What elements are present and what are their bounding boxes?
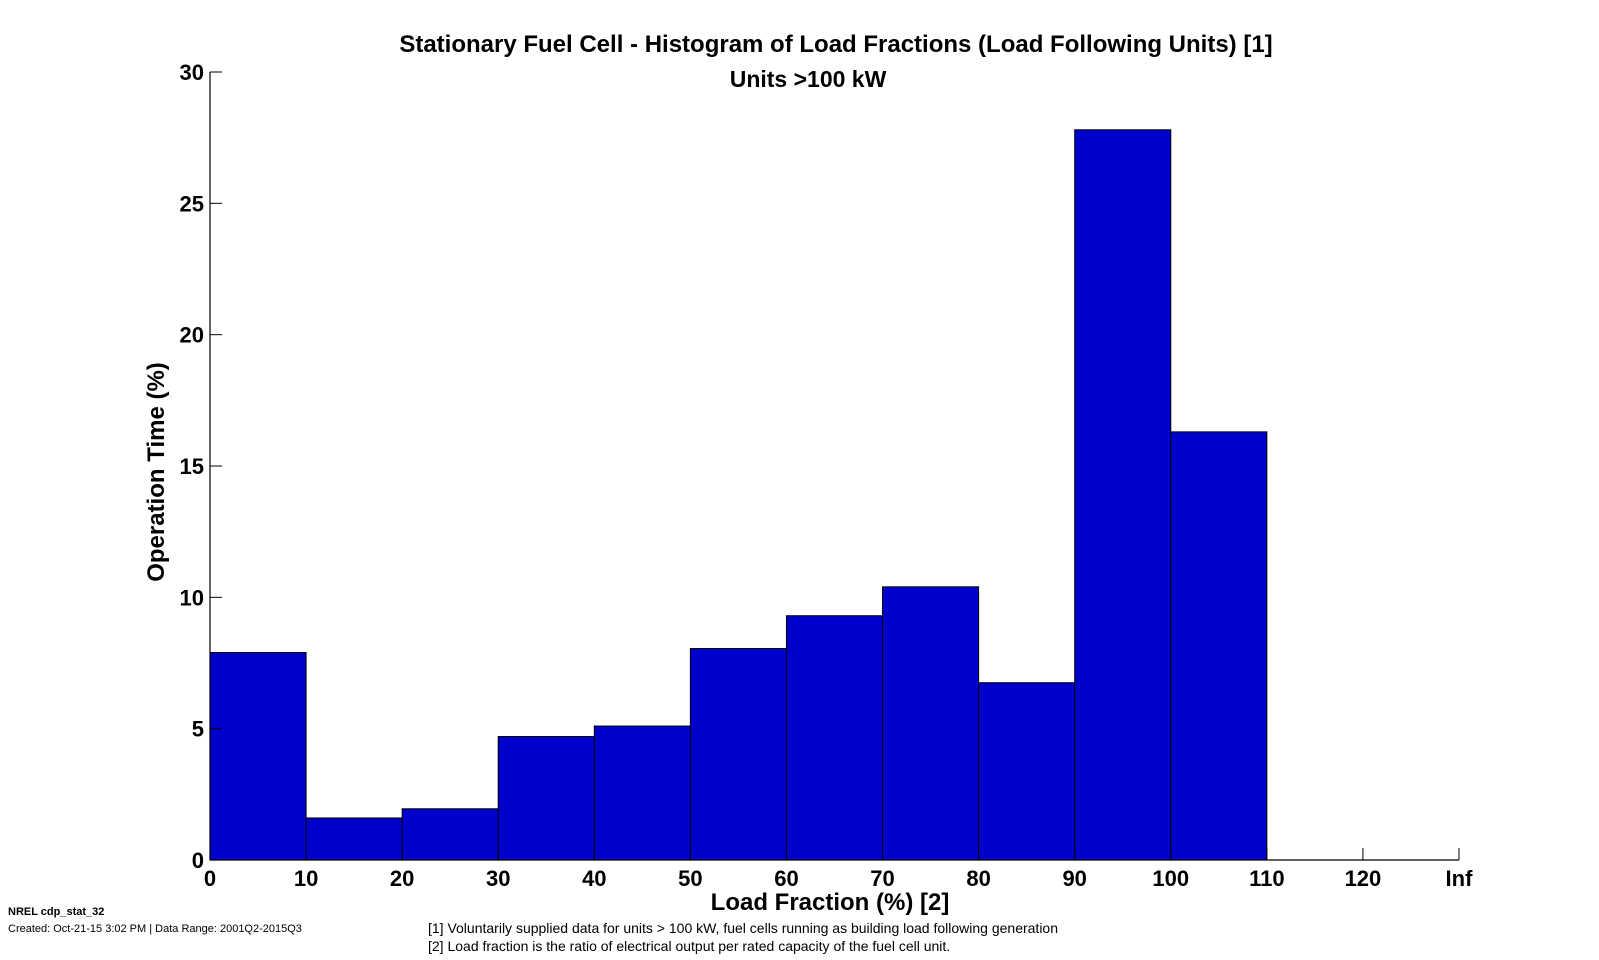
histogram-bar-10 [1170, 431, 1268, 861]
figure-id: NREL cdp_stat_32 [8, 906, 105, 918]
bars-layer [209, 129, 1268, 861]
footnote-1: [1] Voluntarily supplied data for units … [428, 920, 1059, 936]
x-tick-label-12: 120 [1345, 866, 1382, 891]
x-tick-label-13: Inf [1446, 866, 1474, 891]
x-tick-label-11: 110 [1249, 866, 1285, 891]
x-tick-label-6: 60 [774, 866, 798, 891]
chart-title: Stationary Fuel Cell - Histogram of Load… [399, 31, 1272, 58]
x-tick-label-2: 20 [390, 866, 414, 891]
x-tick-label-1: 10 [294, 866, 318, 891]
x-tick-label-4: 40 [582, 866, 606, 891]
histogram-bar-7 [882, 586, 980, 861]
x-tick-label-8: 80 [966, 866, 990, 891]
histogram-bar-9 [1074, 129, 1172, 861]
axes-layer: 0 10 20 30 40 50 60 70 80 90 100 110 120 Inf 0 5 10 15 20 2… [180, 60, 1474, 891]
histogram-bar-0 [209, 651, 307, 861]
y-tick-label-3: 15 [180, 454, 204, 479]
created-info: Created: Oct-21-15 3:02 PM | Data Range:… [8, 923, 302, 935]
chart-subtitle: Units >100 kW [730, 66, 887, 92]
histogram-bar-8 [978, 682, 1076, 861]
y-axis-label: Operation Time (%) [143, 362, 170, 582]
footnote-2: [2] Load fraction is the ratio of electr… [428, 938, 951, 954]
y-tick-label-6: 30 [180, 60, 204, 85]
x-axis-label: Load Fraction (%) [2] [711, 889, 950, 916]
histogram-bar-3 [497, 736, 595, 861]
y-tick-label-0: 0 [192, 848, 204, 873]
y-tick-label-1: 5 [192, 717, 204, 742]
histogram-bar-5 [689, 648, 787, 861]
x-tick-label-7: 70 [870, 866, 894, 891]
x-tick-label-0: 0 [204, 866, 216, 891]
y-tick-label-5: 25 [180, 191, 204, 216]
y-tick-label-2: 10 [180, 585, 204, 610]
y-tick-label-4: 20 [180, 323, 204, 348]
x-tick-label-3: 30 [486, 866, 510, 891]
histogram-bar-6 [785, 615, 884, 861]
histogram-bar-1 [305, 817, 403, 861]
x-tick-label-5: 50 [678, 866, 702, 891]
histogram-bar-4 [593, 725, 691, 861]
x-tick-label-9: 90 [1062, 866, 1086, 891]
x-tick-label-10: 100 [1152, 866, 1189, 891]
histogram-bar-2 [401, 808, 499, 861]
